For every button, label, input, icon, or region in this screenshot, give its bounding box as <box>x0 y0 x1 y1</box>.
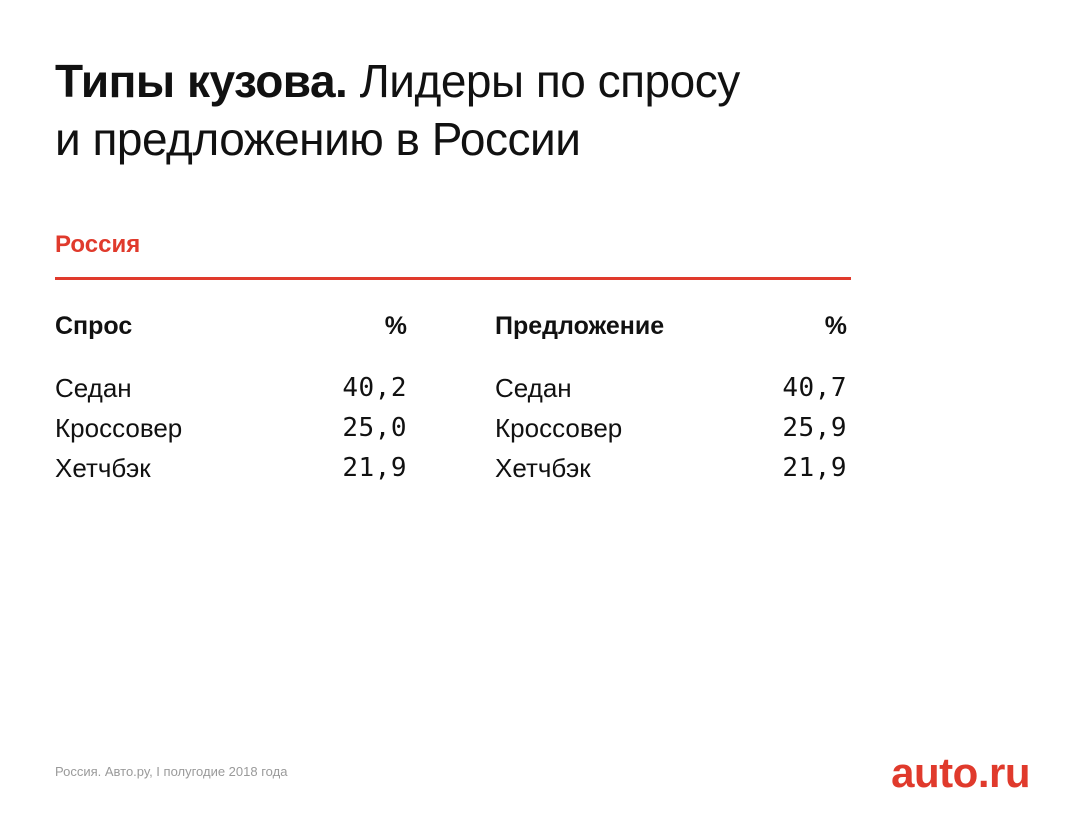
row-value: 40,2 <box>342 373 407 403</box>
title-bold: Типы кузова. <box>55 55 348 107</box>
section-label: Россия <box>55 231 141 258</box>
row-value: 21,9 <box>782 453 847 483</box>
demand-table: Спрос % Седан 40,2 Кроссовер 25,0 Хетчбэ… <box>55 308 407 488</box>
section-divider <box>55 277 851 280</box>
supply-rows: Седан 40,7 Кроссовер 25,9 Хетчбэк 21,9 <box>495 368 847 488</box>
table-row: Хетчбэк 21,9 <box>55 448 407 488</box>
demand-header: Спрос % <box>55 308 407 344</box>
table-row: Кроссовер 25,9 <box>495 408 847 448</box>
row-value: 25,9 <box>782 413 847 443</box>
row-name: Седан <box>55 373 132 403</box>
table-row: Седан 40,7 <box>495 368 847 408</box>
table-row: Седан 40,2 <box>55 368 407 408</box>
row-name: Седан <box>495 373 572 403</box>
row-name: Кроссовер <box>55 413 183 443</box>
supply-header-unit: % <box>824 312 847 340</box>
supply-table: Предложение % Седан 40,7 Кроссовер 25,9 … <box>495 308 847 488</box>
row-value: 40,7 <box>782 373 847 403</box>
demand-header-label: Спрос <box>55 312 133 340</box>
demand-header-unit: % <box>384 312 407 340</box>
table-row: Хетчбэк 21,9 <box>495 448 847 488</box>
brand-logo: auto.ru <box>891 749 1030 796</box>
page-title: Типы кузова. Лидеры по спросу и предложе… <box>55 52 955 168</box>
row-name: Кроссовер <box>495 413 623 443</box>
demand-rows: Седан 40,2 Кроссовер 25,0 Хетчбэк 21,9 <box>55 368 407 488</box>
title-line1: Лидеры по спросу <box>347 55 741 107</box>
source-note: Россия. Авто.ру, I полугодие 2018 года <box>55 764 288 779</box>
table-row: Кроссовер 25,0 <box>55 408 407 448</box>
title-line2: и предложению в России <box>55 113 581 165</box>
row-name: Хетчбэк <box>55 453 151 483</box>
row-value: 25,0 <box>342 413 407 443</box>
supply-header: Предложение % <box>495 308 847 344</box>
supply-header-label: Предложение <box>495 312 665 340</box>
row-name: Хетчбэк <box>495 453 591 483</box>
row-value: 21,9 <box>342 453 407 483</box>
